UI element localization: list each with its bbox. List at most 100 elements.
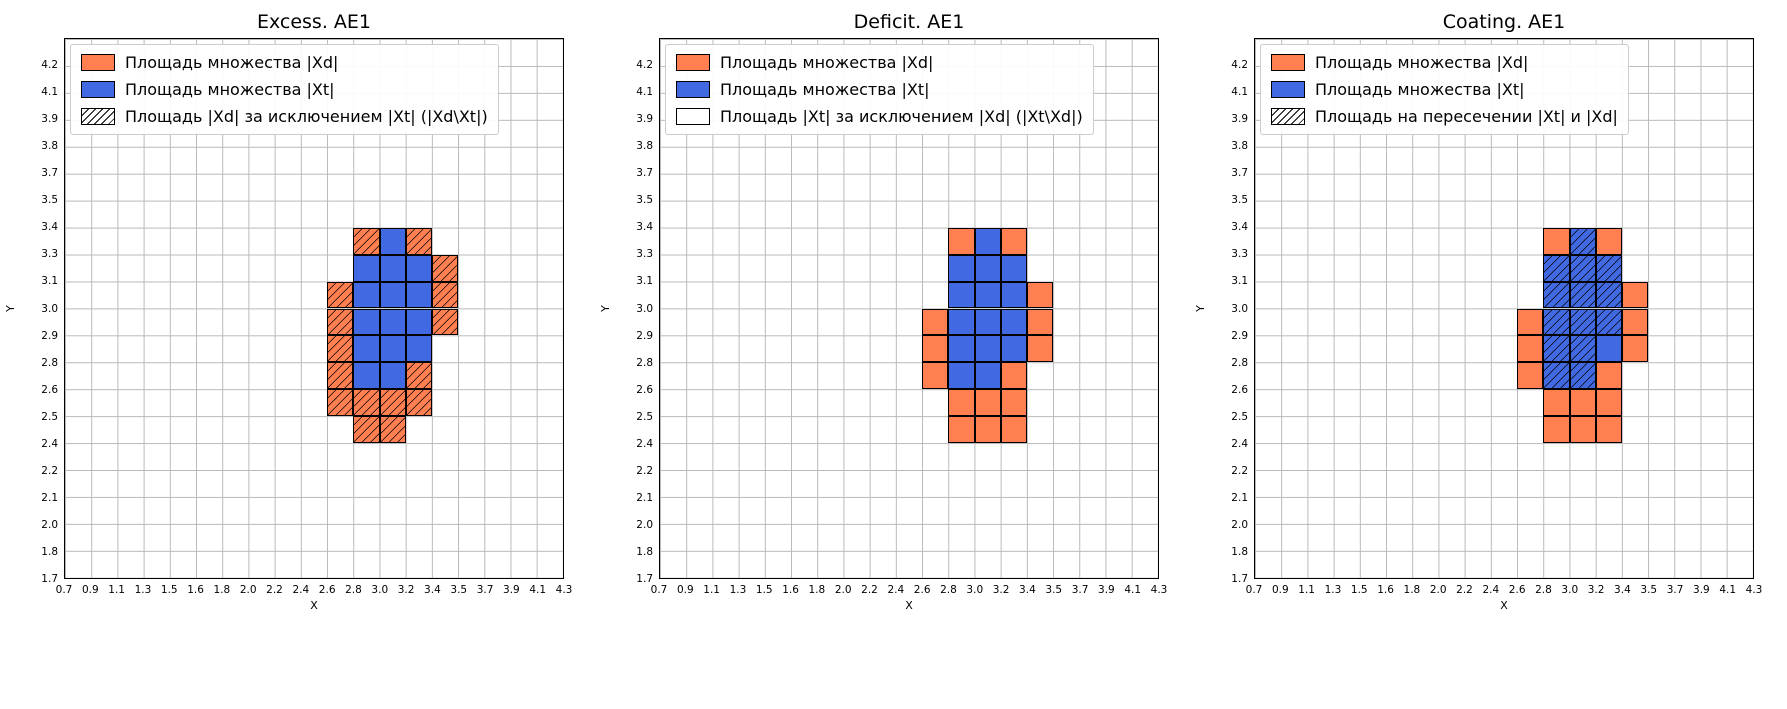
x-tick-label: 3.0: [966, 584, 984, 596]
grid-cell-blue: [1000, 308, 1027, 336]
x-tick-label: 2.6: [1508, 584, 1526, 596]
grid-cell-orange: [431, 281, 459, 309]
grid-cell-blue: [974, 281, 1001, 309]
grid-cell-orange: [1595, 362, 1622, 390]
x-tick-label: 1.5: [160, 584, 178, 596]
grid-cell-orange: [1621, 335, 1649, 363]
grid-cell-orange: [1000, 227, 1027, 255]
x-axis-label: X: [310, 599, 318, 612]
plot-title: Coating. AE1: [1442, 11, 1566, 33]
y-tick-label: 2.6: [1231, 383, 1248, 396]
x-tick-label: 1.3: [134, 584, 152, 596]
legend-label: Площадь множества |Xt|: [1315, 80, 1525, 99]
grid-cell-blue: [379, 335, 406, 363]
grid-cell-blue: [1595, 308, 1622, 336]
y-tick-label: 1.7: [41, 573, 58, 585]
x-tick-label: 2.4: [1482, 584, 1500, 596]
x-tick-label: 1.8: [213, 584, 231, 596]
y-tick-label: 3.1: [636, 275, 653, 288]
legend: Площадь множества |Xd| Площадь множества …: [70, 44, 499, 135]
y-tick-label: 4.1: [41, 86, 58, 99]
y-axis-label: Y: [595, 38, 615, 579]
y-tick-label: 2.1: [1231, 491, 1248, 504]
y-tick-label: 2.4: [1231, 437, 1248, 450]
y-tick-label: 1.8: [636, 545, 653, 558]
grid-cell-blue: [948, 254, 975, 282]
grid-cell-blue: [948, 335, 975, 363]
grid-cell-orange: [1000, 416, 1027, 444]
grid-cell-orange: [1026, 308, 1054, 336]
y-tick-label: 3.3: [636, 248, 653, 261]
y-axis-ticks: 1.7 1.8 2.0 2.1 2.2 2.4 2.5 2.6 2.8 2.9 3.0 3.1 3.3 3…: [615, 38, 659, 585]
x-tick-label: 3.9: [1693, 584, 1710, 596]
x-tick-label: 3.2: [1587, 584, 1605, 596]
x-tick-label: 1.8: [1403, 584, 1421, 596]
x-tick-label: 3.9: [1098, 584, 1115, 596]
x-tick-label: 2.0: [1429, 584, 1447, 596]
x-tick-label: 1.5: [1350, 584, 1368, 596]
grid-cell-orange: [431, 254, 459, 282]
y-tick-label: 2.5: [41, 410, 58, 423]
grid-cell-orange: [1543, 389, 1570, 417]
y-tick-label: 3.9: [636, 113, 653, 126]
legend: Площадь множества |Xd| Площадь множества …: [665, 44, 1094, 135]
grid-cell-orange: [327, 281, 354, 309]
x-tick-label: 2.6: [913, 584, 931, 596]
grid-cell-blue: [379, 227, 406, 255]
y-tick-label: 3.4: [636, 221, 653, 234]
x-tick-label: 3.2: [992, 584, 1010, 596]
y-tick-label: 3.7: [1231, 167, 1248, 180]
y-tick-label: 1.7: [636, 573, 653, 585]
y-tick-label: 3.8: [41, 140, 58, 153]
grid-cell-orange: [1595, 389, 1622, 417]
grid-cell-blue: [1595, 281, 1622, 309]
x-tick-label: 4.1: [1719, 584, 1737, 596]
y-tick-label: 3.1: [41, 275, 58, 288]
x-tick-label: 1.6: [187, 584, 204, 596]
x-tick-label: 0.9: [676, 584, 694, 596]
x-tick-label: 2.0: [834, 584, 852, 596]
x-tick-label: 2.4: [292, 584, 310, 596]
grid-cell-orange: [327, 308, 354, 336]
grid-cell-orange: [327, 335, 354, 363]
y-tick-label: 2.9: [41, 329, 58, 342]
grid-cell-blue: [948, 281, 975, 309]
x-tick-label: 4.3: [555, 584, 573, 596]
grid-cell-blue: [1569, 281, 1596, 309]
grid-cell-orange: [1543, 416, 1570, 444]
grid-cell-orange: [405, 389, 432, 417]
y-tick-label: 3.0: [1231, 302, 1248, 315]
legend-swatch: [81, 81, 115, 98]
grid-cell-orange: [1026, 335, 1054, 363]
y-tick-label: 4.1: [636, 86, 653, 99]
y-tick-label: 3.3: [1231, 248, 1248, 261]
grid-cell-orange: [353, 416, 380, 444]
x-tick-label: 2.2: [861, 584, 878, 596]
figure: Excess. AE1 Y 1.7 1.8 2.0 2.1 2.2 2.4 2.5 2.6 2.…: [3, 8, 1785, 621]
plot-area: Площадь множества |Xd| Площадь множества …: [1254, 38, 1754, 579]
grid-cell-orange: [974, 389, 1001, 417]
legend-label: Площадь множества |Xd|: [1315, 53, 1529, 72]
grid-cell-blue: [353, 335, 380, 363]
subplot-coating: Coating. AE1 Y 1.7 1.8 2.0 2.1 2.2 2.4 2.5 2.6 2…: [1190, 8, 1785, 621]
y-tick-label: 2.0: [1231, 518, 1248, 531]
y-tick-label: 4.2: [41, 59, 58, 72]
x-tick-label: 1.8: [808, 584, 826, 596]
legend-item: Площадь множества |Xt|: [81, 80, 488, 99]
grid-cell-orange: [1000, 362, 1027, 390]
grid-cell-orange: [1569, 416, 1596, 444]
x-tick-label: 4.1: [1124, 584, 1142, 596]
grid-cell-orange: [353, 227, 380, 255]
y-tick-label: 1.7: [1231, 573, 1248, 585]
y-tick-label: 2.9: [636, 329, 653, 342]
x-tick-label: 0.9: [1271, 584, 1289, 596]
y-tick-label: 3.7: [41, 167, 58, 180]
y-axis-ticks: 1.7 1.8 2.0 2.1 2.2 2.4 2.5 2.6 2.8 2.9 3.0 3.1 3.3 3…: [20, 38, 64, 585]
grid-cell-orange: [1517, 308, 1544, 336]
y-tick-label: 2.1: [41, 491, 58, 504]
legend-swatch: [1271, 108, 1305, 125]
x-tick-label: 4.3: [1745, 584, 1763, 596]
grid-cell-orange: [327, 389, 354, 417]
x-tick-label: 2.0: [239, 584, 257, 596]
grid-cell-orange: [1621, 281, 1649, 309]
